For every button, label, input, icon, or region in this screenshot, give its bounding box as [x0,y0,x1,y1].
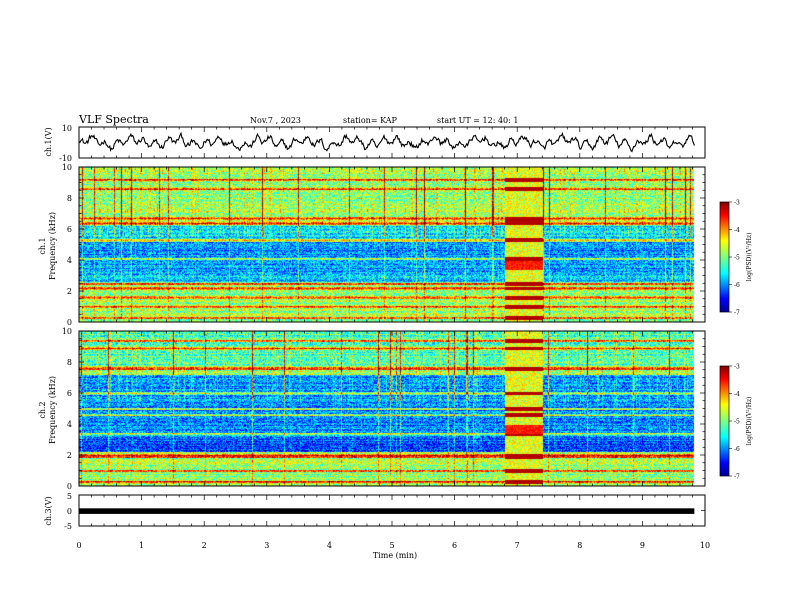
ch1-freq-ytick-2: 2 [67,287,72,296]
ch1-freq-ytick-10: 10 [62,163,72,172]
ch1-colorbar-tick-label--5: -5 [734,255,740,262]
ch2-colorbar-tick-label--7: -7 [734,474,740,481]
ch1-waveform-panel: 10 -10 ch.1(V) [44,124,706,163]
ch3-ytick-bottom: -5 [64,522,72,531]
ch1-colorbar-tick-label--3: -3 [734,200,740,207]
ch2-colorbar-ticks: -3 -4 -5 -6 -7 [729,364,740,481]
x-tick-label-8: 8 [577,541,582,550]
ch1-colorbar-ramp [719,201,730,313]
ch1-spectrogram-image [79,167,705,322]
ch2-freq-ytick-4: 4 [67,420,72,429]
ch2-spectrogram-panel: 0 2 4 6 8 10 ch.2 Frequency (kHz) [38,327,706,491]
ch2-freq-ytick-6: 6 [67,389,72,398]
ch1-colorbar-ticks: -3 -4 -5 -6 -7 [729,200,740,317]
ch1-freq-ytick-4: 4 [67,256,72,265]
ch2-colorbar: -3 -4 -5 -6 -7 log(PSD)(V²/Hz) [719,364,753,481]
ch2-freq-ytick-0: 0 [67,482,72,491]
ch1-freq-ytick-6: 6 [67,225,72,234]
ch1-colorbar: -3 -4 -5 -6 -7 log(PSD)(V²/Hz) [719,200,753,317]
x-axis-tick-labels: 0 1 2 3 4 5 6 7 8 9 10 [76,541,710,550]
ch2-spectrogram-ylabel-line2: Frequency (kHz) [48,376,57,444]
ch2-colorbar-tick-label--6: -6 [734,446,740,453]
ch1-spectrogram-panel: 0 2 4 6 8 10 ch.1 Frequency (kHz) [38,163,706,327]
figure-title: VLF Spectra [78,113,149,126]
ch1-spectrogram-ylabel-line1: ch.1 [38,237,47,254]
ch1-waveform-trace [78,131,695,153]
x-tick-label-7: 7 [515,541,520,550]
ch2-freq-ytick-10: 10 [62,327,72,336]
ch2-spectrogram-ylabel-line1: ch.2 [38,401,47,418]
ch1-colorbar-tick-label--6: -6 [734,282,740,289]
ch3-waveform-ylabel: ch.3(V) [44,496,53,525]
ch2-colorbar-ramp [719,365,730,477]
start-time-label: start UT = 12: 40: 1 [437,116,518,125]
x-axis-label: Time (min) [373,551,417,560]
ch3-ytick-top: 5 [67,492,72,501]
x-tick-label-4: 4 [327,541,332,550]
ch2-spectrogram-frame [78,330,706,487]
x-tick-label-10: 10 [700,541,710,550]
ch1-spectrogram-frame [78,166,706,323]
x-tick-label-2: 2 [202,541,207,550]
ch1-waveform-frame [78,126,706,159]
x-tick-label-1: 1 [139,541,144,550]
x-tick-label-9: 9 [640,541,645,550]
x-tick-label-3: 3 [264,541,269,550]
ch3-waveform-frame [78,494,706,527]
ch2-colorbar-label: log(PSD)(V²/Hz) [746,397,753,446]
ch3-waveform-trace [79,508,695,514]
ch1-freq-ytick-0: 0 [67,318,72,327]
ch1-freq-ytick-8: 8 [67,194,72,203]
ch2-colorbar-tick-label--4: -4 [734,391,740,398]
ch1-colorbar-label: log(PSD)(V²/Hz) [746,233,753,282]
ch1-frequency-tick-labels: 0 2 4 6 8 10 [62,163,72,327]
ch2-freq-ytick-2: 2 [67,451,72,460]
ch2-frequency-tick-labels: 0 2 4 6 8 10 [62,327,72,491]
ch1-colorbar-tick-label--4: -4 [734,227,740,234]
ch3-ytick-mid: 0 [67,507,72,516]
date-label: Nov.7 , 2023 [250,116,301,125]
ch3-waveform-panel: 5 0 -5 ch.3(V) [44,492,706,531]
x-tick-label-6: 6 [452,541,457,550]
ch2-colorbar-tick-label--5: -5 [734,419,740,426]
ch1-colorbar-tick-label--7: -7 [734,310,740,317]
ch1-ytick-top: 10 [62,124,72,133]
x-tick-label-0: 0 [76,541,81,550]
ch2-freq-ytick-8: 8 [67,358,72,367]
ch1-waveform-ylabel: ch.1(V) [44,127,53,156]
ch2-spectrogram-image [79,331,705,486]
ch1-ytick-bottom: -10 [59,154,72,163]
x-tick-label-5: 5 [389,541,394,550]
ch2-colorbar-tick-label--3: -3 [734,364,740,371]
ch1-spectrogram-ylabel-line2: Frequency (kHz) [48,212,57,280]
station-label: station= KAP [343,116,398,125]
